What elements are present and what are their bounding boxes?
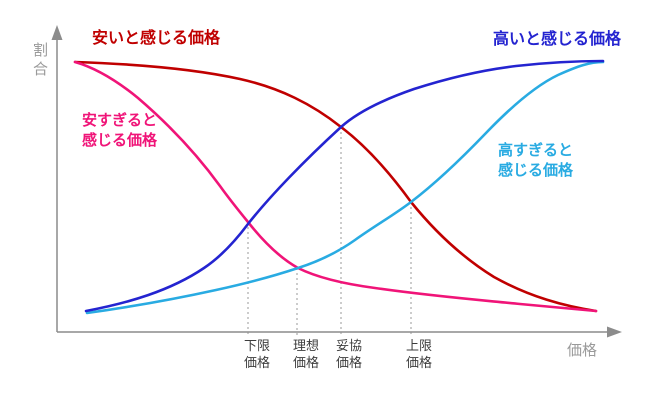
curve-cheap-price bbox=[73, 60, 598, 313]
legend-too-cheap-line1: 安すぎると bbox=[82, 112, 158, 129]
tick-label-ideal-price: 理想 価格 bbox=[278, 337, 334, 371]
tick-lower-line1: 下限 bbox=[243, 338, 270, 353]
tick-label-lower-limit-price: 下限 価格 bbox=[229, 337, 285, 371]
tick-lower-line2: 価格 bbox=[243, 355, 270, 370]
legend-too-expensive-price: 高すぎると 感じる価格 bbox=[498, 141, 573, 181]
legend-too-expensive-line1: 高すぎると bbox=[498, 142, 574, 159]
tick-ideal-line1: 理想 bbox=[292, 338, 319, 353]
tick-compromise-line1: 妥協 bbox=[335, 338, 362, 353]
x-axis-label: 価格 bbox=[567, 342, 598, 359]
legend-expensive-price: 高いと感じる価格 bbox=[493, 31, 622, 48]
legend-too-cheap-line2: 感じる価格 bbox=[82, 132, 158, 149]
curve-too-cheap-price bbox=[73, 60, 598, 313]
y-axis-label: 割合 bbox=[31, 42, 48, 80]
legend-too-cheap-price: 安すぎると 感じる価格 bbox=[82, 111, 157, 151]
curve-too-expensive-price bbox=[85, 60, 605, 315]
tick-ideal-line2: 価格 bbox=[292, 355, 319, 370]
legend-too-expensive-line2: 感じる価格 bbox=[498, 162, 574, 179]
tick-label-upper-limit-price: 上限 価格 bbox=[391, 337, 447, 371]
x-axis-arrow-icon bbox=[607, 326, 622, 338]
tick-upper-line1: 上限 bbox=[405, 338, 432, 353]
tick-label-compromise-price: 妥協 価格 bbox=[321, 337, 377, 371]
y-axis-arrow-icon bbox=[51, 25, 63, 40]
legend-cheap-price: 安いと感じる価格 bbox=[92, 30, 221, 47]
tick-upper-line2: 価格 bbox=[405, 355, 432, 370]
tick-compromise-line2: 価格 bbox=[335, 355, 362, 370]
curve-expensive-price bbox=[84, 59, 605, 313]
